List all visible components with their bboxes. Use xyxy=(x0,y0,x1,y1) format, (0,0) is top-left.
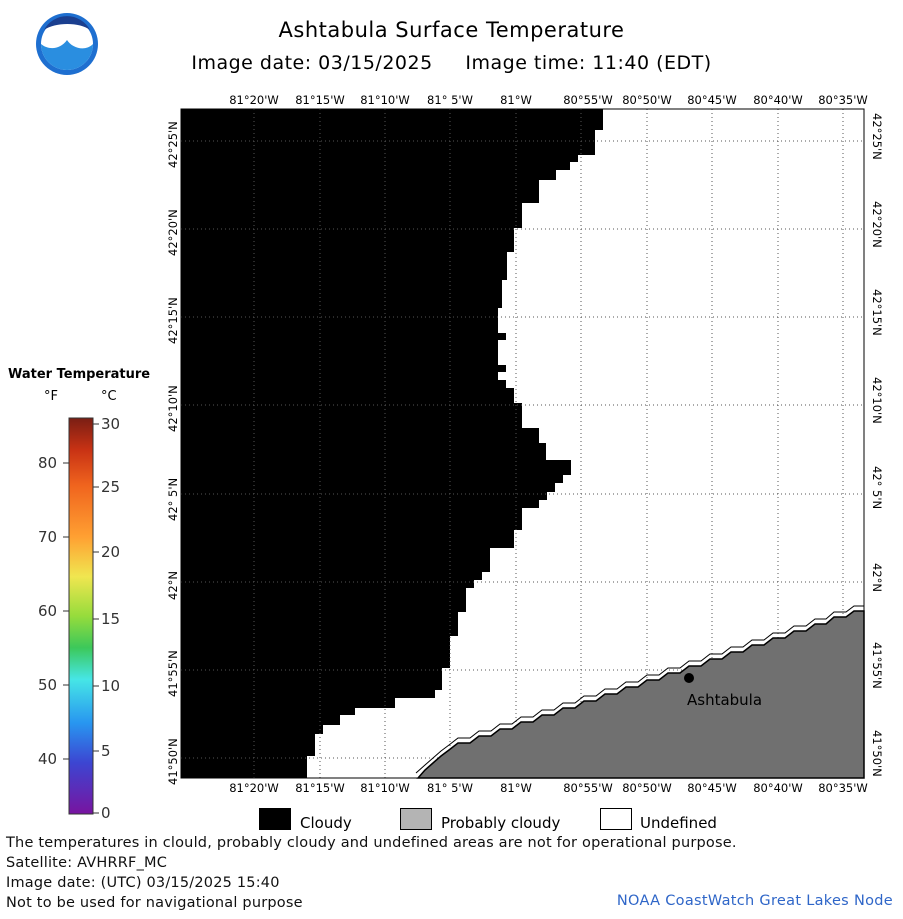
lon-label-top: 81°20'W xyxy=(229,93,279,107)
key-swatch-probably-cloudy xyxy=(400,808,432,830)
lat-label-left: 42°N xyxy=(166,571,180,600)
key-label-undefined: Undefined xyxy=(640,814,717,832)
lon-label-bottom: 80°45'W xyxy=(687,781,737,795)
lat-label-left: 41°55'N xyxy=(166,650,180,697)
lat-label-left: 42°15'N xyxy=(166,297,180,344)
lat-label-right: 41°50'N xyxy=(870,730,884,777)
lat-label-right: 41°55'N xyxy=(870,642,884,689)
land-area xyxy=(416,610,865,779)
lon-label-top: 81°10'W xyxy=(360,93,410,107)
lon-label-top: 80°50'W xyxy=(622,93,672,107)
lat-label-left: 42°20'N xyxy=(166,209,180,256)
lon-label-top: 80°55'W xyxy=(563,93,613,107)
lon-label-top: 81° 5'W xyxy=(427,93,473,107)
legend-unit-f: °F xyxy=(44,389,58,404)
scale-label-f: 60 xyxy=(38,602,58,620)
scale-label-f: 80 xyxy=(38,454,58,472)
cloudy-region xyxy=(181,109,603,778)
scale-label-c: 30 xyxy=(101,415,121,433)
legend-unit-c: °C xyxy=(101,389,117,404)
lat-label-right: 42°25'N xyxy=(870,113,884,160)
lat-label-right: 42° 5'N xyxy=(870,466,884,510)
scale-label-c: 0 xyxy=(101,804,111,822)
lon-label-top: 80°40'W xyxy=(753,93,803,107)
lat-label-right: 42°N xyxy=(870,563,884,592)
lon-label-bottom: 80°50'W xyxy=(622,781,672,795)
disclaimer-text: The temperatures in clould, probably clo… xyxy=(6,835,737,851)
utc-date-text: Image date: (UTC) 03/15/2025 15:40 xyxy=(6,875,280,891)
lon-label-bottom: 80°55'W xyxy=(563,781,613,795)
lon-label-bottom: 81° 5'W xyxy=(427,781,473,795)
credit-text: NOAA CoastWatch Great Lakes Node xyxy=(616,893,893,909)
scale-label-f: 40 xyxy=(38,750,58,768)
key-label-cloudy: Cloudy xyxy=(300,814,352,832)
key-swatch-cloudy xyxy=(259,808,291,830)
lat-label-left: 42°25'N xyxy=(166,121,180,168)
map-frame xyxy=(180,108,865,779)
satellite-text: Satellite: AVHRRF_MC xyxy=(6,855,168,871)
lon-label-bottom: 81°20'W xyxy=(229,781,279,795)
legend-title: Water Temperature xyxy=(8,367,151,382)
image-date-time: Image date: 03/15/2025 Image time: 11:40… xyxy=(191,52,712,74)
lat-label-right: 42°10'N xyxy=(870,377,884,424)
lon-label-bottom: 80°35'W xyxy=(818,781,868,795)
lon-label-bottom: 81°W xyxy=(500,781,532,795)
lat-label-right: 42°15'N xyxy=(870,289,884,336)
scale-label-f: 70 xyxy=(38,528,58,546)
lat-label-left: 42° 5'N xyxy=(166,477,180,521)
lat-label-right: 42°20'N xyxy=(870,201,884,248)
lon-label-top: 80°35'W xyxy=(818,93,868,107)
scale-label-c: 15 xyxy=(101,610,121,628)
svg-text:NOAA: NOAA xyxy=(54,26,80,35)
lon-label-top: 81°15'W xyxy=(295,93,345,107)
scale-label-c: 10 xyxy=(101,677,121,695)
lon-label-top: 81°W xyxy=(500,93,532,107)
ashtabula-marker-icon xyxy=(684,673,694,683)
key-swatch-undefined xyxy=(600,808,632,830)
scale-label-c: 5 xyxy=(101,742,111,760)
lon-label-top: 80°45'W xyxy=(687,93,737,107)
lat-label-left: 41°50'N xyxy=(166,738,180,785)
key-label-probably-cloudy: Probably cloudy xyxy=(441,814,561,832)
navigation-warning: Not to be used for navigational purpose xyxy=(6,895,303,911)
temperature-color-scale xyxy=(68,417,94,815)
scale-ticks xyxy=(63,423,99,814)
lat-label-left: 42°10'N xyxy=(166,385,180,432)
noaa-logo-icon: NOAA xyxy=(36,13,98,75)
scale-label-c: 25 xyxy=(101,478,121,496)
scale-label-c: 20 xyxy=(101,543,121,561)
scale-label-f: 50 xyxy=(38,676,58,694)
shoreline-outline xyxy=(415,605,864,774)
lon-label-bottom: 80°40'W xyxy=(753,781,803,795)
page-title: Ashtabula Surface Temperature xyxy=(278,18,625,42)
lon-label-bottom: 81°15'W xyxy=(295,781,345,795)
place-label-ashtabula: Ashtabula xyxy=(687,691,763,709)
lon-label-bottom: 81°10'W xyxy=(360,781,410,795)
